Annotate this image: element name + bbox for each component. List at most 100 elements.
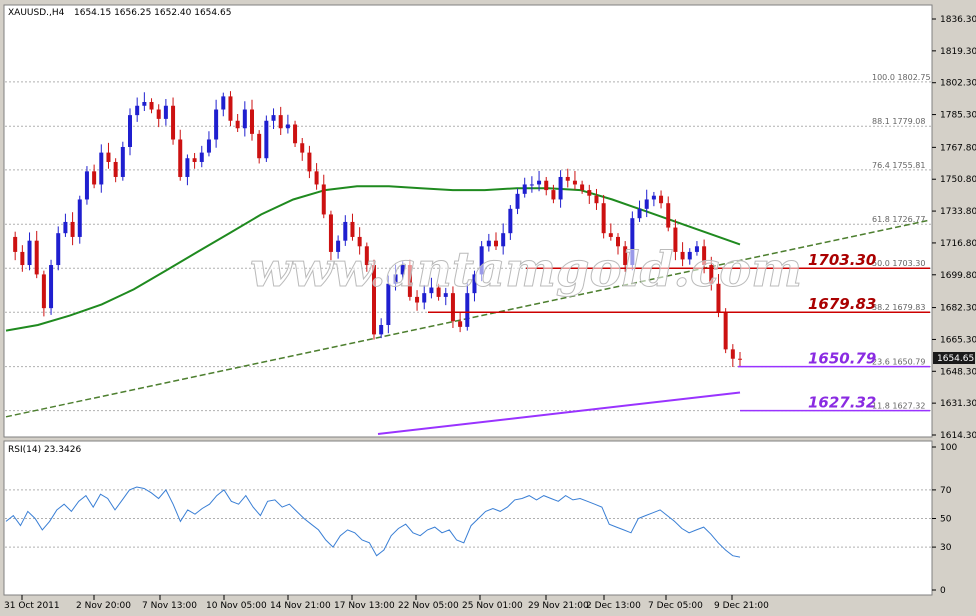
time-tick-label: 22 Nov 05:00 bbox=[398, 601, 459, 611]
candle-body bbox=[185, 158, 190, 177]
candle-body bbox=[364, 246, 369, 266]
candle-body bbox=[694, 246, 699, 252]
candle-body bbox=[257, 133, 262, 159]
candle-body bbox=[393, 274, 398, 284]
candle-body bbox=[616, 236, 620, 247]
candle-body bbox=[529, 184, 534, 186]
candle-body bbox=[214, 109, 219, 140]
candle-body bbox=[20, 251, 25, 266]
candle-body bbox=[142, 102, 147, 106]
candle-body bbox=[565, 176, 570, 181]
candle-body bbox=[242, 109, 247, 129]
candle-body bbox=[192, 158, 197, 162]
candle-body bbox=[673, 227, 678, 252]
time-tick-label: 10 Nov 05:00 bbox=[206, 601, 267, 611]
fibonacci-layer: 100.0 1802.75 88.1 1779.08 76.4 1755.81 61.… bbox=[5, 73, 931, 412]
candle-body bbox=[27, 240, 32, 266]
key-level-label: 1627.32 bbox=[808, 394, 876, 412]
moving-average-line bbox=[5, 185, 741, 332]
candle-body bbox=[372, 265, 376, 335]
rsi-layer: 100 70 50 30 0 bbox=[5, 443, 957, 596]
candle-body bbox=[300, 143, 305, 153]
price-tick-label: 1614.30 bbox=[940, 431, 976, 441]
price-tick-label: 1665.30 bbox=[940, 335, 976, 345]
time-axis: 31 Oct 2011 2 Nov 20:00 7 Nov 13:00 10 Nov … bbox=[4, 595, 769, 611]
time-tick-label: 25 Nov 01:00 bbox=[462, 601, 523, 611]
lower-channel-line bbox=[377, 391, 741, 435]
price-tick-label: 1836.30 bbox=[940, 15, 976, 25]
candle-body bbox=[77, 199, 82, 237]
candle-body bbox=[415, 296, 420, 303]
rsi-line bbox=[5, 486, 741, 558]
time-tick-label: 31 Oct 2011 bbox=[4, 601, 60, 611]
candle-body bbox=[285, 124, 290, 129]
candle-body bbox=[479, 246, 484, 275]
candle-body bbox=[422, 293, 427, 303]
price-tick-label: 1699.80 bbox=[940, 271, 976, 281]
current-price-label: 1654.65 bbox=[937, 354, 974, 364]
candle-body bbox=[472, 274, 477, 294]
candle-body bbox=[84, 171, 89, 200]
candle-body bbox=[651, 195, 656, 200]
candle-body bbox=[644, 199, 649, 209]
price-tick-label: 1819.30 bbox=[940, 47, 976, 57]
candle-body bbox=[544, 180, 549, 191]
candle-body bbox=[580, 184, 585, 191]
candle-body bbox=[113, 161, 118, 177]
candle-body bbox=[558, 176, 563, 200]
fib-level-label: 50.0 1703.30 bbox=[872, 259, 925, 268]
candle-body bbox=[343, 221, 348, 241]
candle-body bbox=[41, 274, 46, 309]
candle-body bbox=[522, 184, 527, 194]
candle-body bbox=[400, 265, 405, 275]
candle-body bbox=[680, 251, 685, 260]
time-tick-label: 2 Dec 13:00 bbox=[586, 601, 641, 611]
candle-body bbox=[156, 109, 161, 119]
candle-body bbox=[508, 208, 513, 234]
main-chart-area bbox=[3, 4, 933, 438]
candle-body bbox=[723, 311, 728, 350]
fib-level-label: 11.8 1627.32 bbox=[872, 402, 925, 411]
candle-body bbox=[221, 96, 226, 110]
time-tick-label: 14 Nov 21:00 bbox=[270, 601, 331, 611]
candle-body bbox=[494, 240, 498, 247]
candle-body bbox=[135, 105, 140, 116]
time-tick-label: 29 Nov 21:00 bbox=[528, 601, 589, 611]
price-tick-label: 1733.80 bbox=[940, 207, 976, 217]
candle-body bbox=[572, 180, 577, 185]
fib-level-label: 76.4 1755.81 bbox=[872, 161, 925, 170]
candle-body bbox=[264, 120, 269, 159]
time-tick-label: 7 Dec 05:00 bbox=[648, 601, 703, 611]
candle-body bbox=[250, 109, 254, 134]
price-tick-label: 1648.30 bbox=[940, 367, 976, 377]
candle-body bbox=[738, 358, 742, 360]
candle-body bbox=[501, 233, 506, 247]
key-level-label: 1650.79 bbox=[808, 350, 876, 368]
candle-body bbox=[515, 193, 520, 209]
candle-body bbox=[357, 236, 362, 247]
candle-body bbox=[537, 180, 542, 185]
candle-body bbox=[465, 293, 470, 327]
candle-body bbox=[458, 321, 463, 327]
price-tick-label: 1802.30 bbox=[940, 79, 976, 89]
candle-body bbox=[92, 171, 97, 185]
candles-layer bbox=[13, 91, 742, 367]
price-tick-label: 1750.80 bbox=[940, 175, 976, 185]
candle-body bbox=[149, 102, 154, 110]
price-tick-label: 1767.80 bbox=[940, 143, 976, 153]
key-level-label: 1679.83 bbox=[808, 295, 876, 313]
candle-body bbox=[436, 287, 441, 297]
candle-body bbox=[106, 152, 111, 162]
candle-body bbox=[379, 325, 384, 335]
price-tick-label: 1785.30 bbox=[940, 111, 976, 121]
price-tick-label: 1716.80 bbox=[940, 239, 976, 249]
rsi-tick-label: 100 bbox=[940, 443, 957, 453]
candle-body bbox=[128, 115, 132, 147]
candle-body bbox=[450, 293, 455, 322]
rsi-tick-label: 70 bbox=[940, 486, 952, 496]
fib-level-label: 38.2 1679.83 bbox=[872, 303, 925, 312]
candle-body bbox=[49, 265, 54, 309]
candle-body bbox=[443, 293, 448, 297]
